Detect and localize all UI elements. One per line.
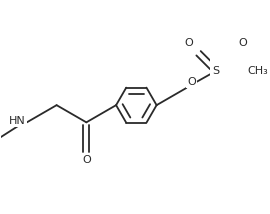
Text: O: O xyxy=(185,38,194,48)
Text: HN: HN xyxy=(9,116,26,126)
Text: O: O xyxy=(239,38,247,48)
Text: CH₃: CH₃ xyxy=(248,66,268,76)
Text: S: S xyxy=(212,66,220,76)
Text: O: O xyxy=(187,77,196,87)
Text: O: O xyxy=(82,155,91,165)
